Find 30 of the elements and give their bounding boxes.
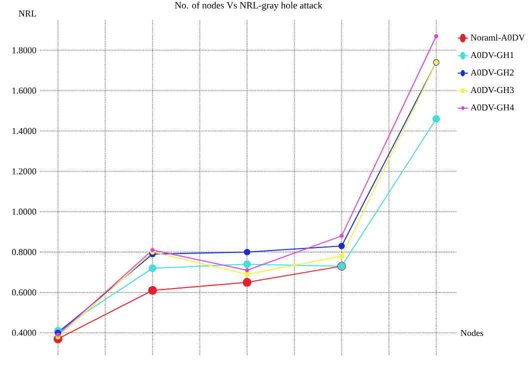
legend-label: A0DV-GH4 xyxy=(470,104,514,111)
y-tick-label: 1.6000 xyxy=(12,88,36,94)
point xyxy=(339,254,344,259)
chart-title: No. of nodes Vs NRL-gray hole attack xyxy=(174,2,322,10)
point xyxy=(340,234,344,238)
point xyxy=(56,332,60,337)
y-tick-label: 0.8000 xyxy=(12,249,36,256)
legend-label: A0DV-GH2 xyxy=(470,69,514,76)
x-axis-title: Nodes xyxy=(460,330,484,336)
y-tick-label: 1.4000 xyxy=(12,128,36,134)
point xyxy=(150,248,155,252)
y-tick-label: 0.4000 xyxy=(12,330,36,336)
point xyxy=(434,34,438,38)
y-tick-label: 1.8000 xyxy=(12,47,36,54)
point xyxy=(432,115,440,123)
legend-label: A0DV-GH1 xyxy=(470,52,514,58)
point xyxy=(338,242,345,250)
y-tick-label: 1.0000 xyxy=(12,208,36,215)
y-tick-label: 0.6000 xyxy=(12,289,36,296)
point xyxy=(245,268,250,272)
point xyxy=(244,272,250,277)
y-tick-label: 1.2000 xyxy=(12,168,36,174)
y-axis-title: NRL xyxy=(18,10,36,16)
legend-label: A0DV-GH3 xyxy=(470,86,514,94)
point xyxy=(148,286,157,295)
point xyxy=(243,260,251,268)
point xyxy=(244,248,250,256)
point xyxy=(148,264,156,272)
legend-label: Noraml-A0DV xyxy=(470,34,525,41)
point xyxy=(242,278,252,287)
